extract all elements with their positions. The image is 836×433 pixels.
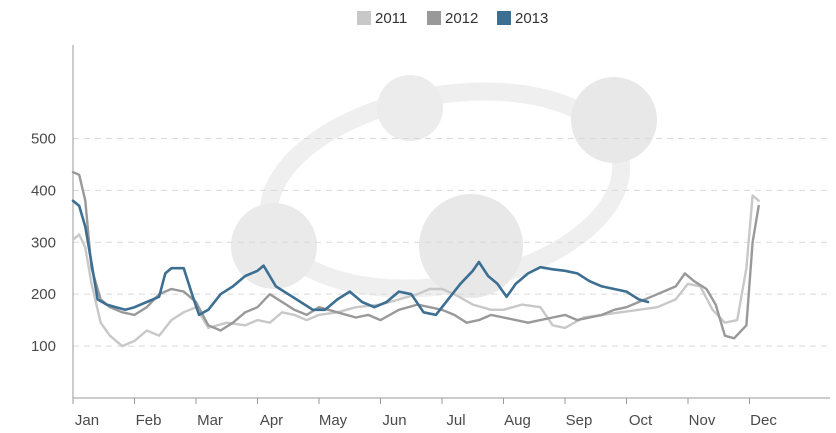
legend-swatch	[357, 11, 371, 25]
y-tick-label: 100	[31, 338, 56, 355]
legend-item-2012[interactable]: 2012	[427, 10, 478, 27]
axes: 100 200 300 400 500 Jan Feb Mar Apr May Jun Jul Aug S…	[31, 45, 830, 429]
legend-label: 2012	[445, 10, 478, 27]
x-tick-label: Jun	[382, 412, 406, 429]
legend-swatch	[427, 11, 441, 25]
legend-item-2011[interactable]: 2011	[357, 10, 407, 27]
x-tick-label: Mar	[197, 412, 223, 429]
series-line-2011	[71, 194, 760, 348]
legend-label: 2011	[375, 10, 407, 27]
series-line-2013	[71, 199, 650, 317]
x-tick-label: Feb	[136, 412, 162, 429]
series-line-2012	[71, 171, 760, 340]
legend-item-2013[interactable]: 2013	[497, 10, 548, 27]
legend[interactable]: 2011 2012 2013	[357, 10, 548, 27]
x-tick-label: Jul	[446, 412, 465, 429]
y-tick-label: 400	[31, 182, 56, 199]
legend-swatch	[497, 11, 511, 25]
x-tick-label: Apr	[260, 412, 283, 429]
legend-label: 2013	[515, 10, 548, 27]
x-tick-label: Aug	[504, 412, 531, 429]
series-layer	[71, 171, 760, 348]
x-tick-label: May	[319, 412, 348, 429]
x-tick-label: Nov	[689, 412, 716, 429]
y-tick-label: 300	[31, 234, 56, 251]
x-tick-label: Jan	[75, 412, 99, 429]
x-tick-label: Oct	[629, 412, 653, 429]
y-tick-label: 200	[31, 286, 56, 303]
x-tick-label: Sep	[566, 412, 593, 429]
x-tick-label: Dec	[750, 412, 777, 429]
y-tick-label: 500	[31, 130, 56, 147]
